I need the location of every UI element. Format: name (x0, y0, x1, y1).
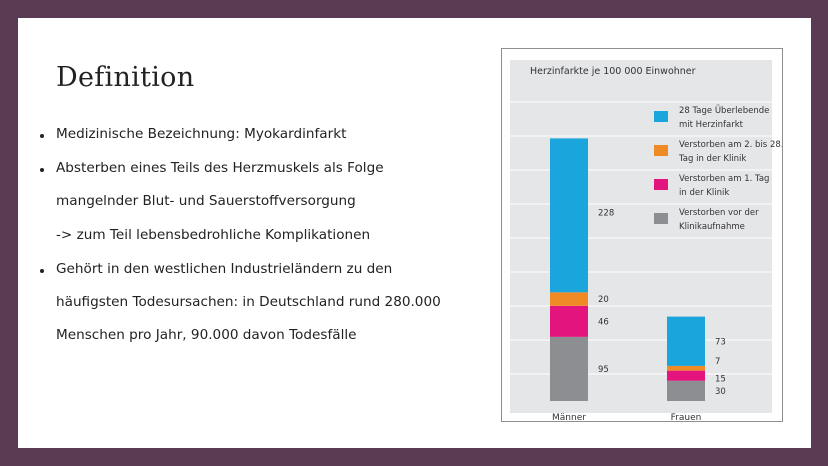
bullet-dot (40, 269, 44, 273)
legend-label: Verstorben vor der (679, 208, 759, 218)
legend-swatch (654, 213, 668, 224)
legend-label: Verstorben am 1. Tag (679, 174, 769, 184)
bullet-dot (40, 168, 44, 172)
bullet-text: Menschen pro Jahr, 90.000 davon Todesfäl… (56, 327, 357, 343)
bullet-text: Gehört in den westlichen Industrieländer… (56, 261, 393, 277)
bar-segment (667, 370, 705, 381)
slide-title: Definition (56, 62, 195, 93)
bar-segment (550, 292, 588, 306)
stacked-bar-chart: Herzinfarkte je 100 000 Einwohner 95 46 20 2… (510, 66, 782, 421)
bar-segment (667, 316, 705, 366)
bullet-text: Medizinische Bezeichnung: Myokardinfarkt (56, 126, 347, 142)
category-label: Frauen (671, 413, 702, 421)
legend-swatch (654, 111, 668, 122)
legend-label: Klinikaufnahme (679, 222, 745, 232)
data-label: 30 (715, 387, 726, 397)
bar-segment (550, 305, 588, 337)
data-label: 228 (598, 208, 614, 218)
bar-segment (550, 336, 588, 401)
legend-label: 28 Tage Überlebende (679, 105, 769, 116)
sub-bullet-text: -> zum Teil lebensbedrohliche Komplikati… (56, 227, 371, 243)
slide: Definition Medizinische Bezeichnung: Myo… (18, 18, 811, 448)
data-label: 73 (715, 338, 726, 348)
data-label: 95 (598, 365, 609, 375)
legend-swatch (654, 145, 668, 156)
bar-segment (667, 380, 705, 401)
bullet-text: häufigsten Todesursachen: in Deutschland… (56, 294, 441, 310)
chart-title: Herzinfarkte je 100 000 Einwohner (530, 66, 696, 77)
data-label: 20 (598, 295, 609, 305)
legend-label: Tag in der Klinik (678, 154, 746, 164)
bullet-text: mangelnder Blut- und Sauerstoffversorgun… (56, 193, 356, 209)
category-label: Männer (552, 413, 586, 421)
bar-segment (667, 365, 705, 371)
bullet-dot (40, 134, 44, 138)
data-label: 15 (715, 375, 726, 385)
data-label: 46 (598, 317, 609, 327)
legend-label: in der Klinik (679, 188, 729, 198)
chart-figure: Herzinfarkte je 100 000 Einwohner 95 46 20 2… (501, 48, 783, 422)
legend-label: Verstorben am 2. bis 28. (679, 140, 782, 150)
legend-label: mit Herzinfarkt (679, 120, 744, 130)
data-label: 7 (715, 357, 720, 367)
bar-segment (550, 138, 588, 293)
legend-swatch (654, 179, 668, 190)
bullet-text: Absterben eines Teils des Herzmuskels al… (56, 160, 384, 176)
